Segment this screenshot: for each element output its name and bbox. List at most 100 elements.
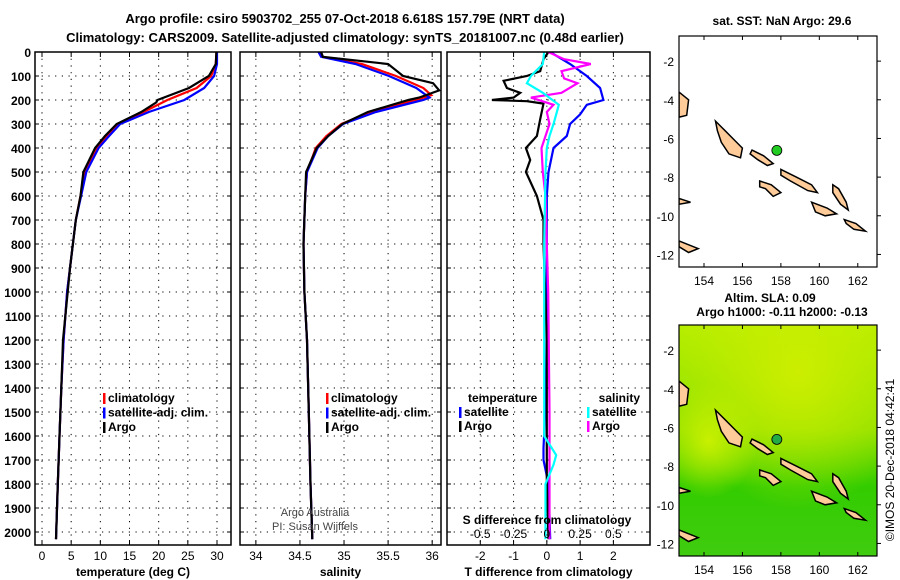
legend-swatch xyxy=(103,407,106,419)
island-land xyxy=(679,380,690,407)
island-land xyxy=(758,179,783,198)
legend-swatch xyxy=(326,407,329,419)
x-tick-label: 35 xyxy=(337,549,351,563)
lat-tick-label: -8 xyxy=(663,171,674,185)
island-land xyxy=(749,438,775,456)
series-line-t-satellite xyxy=(542,52,605,540)
series-line-climatology xyxy=(54,52,218,540)
map-frame xyxy=(678,35,878,268)
x-tick-label: 36 xyxy=(426,549,440,563)
series-line-s-satellite xyxy=(525,52,561,540)
lon-tick-label: 162 xyxy=(848,274,868,288)
y-tick-label: 400 xyxy=(11,142,31,156)
y-tick-label: 900 xyxy=(11,262,31,276)
y-tick-label: 2000 xyxy=(4,526,31,540)
figure-title-line-1: Argo profile: csiro 5903702_255 07-Oct-2… xyxy=(125,11,564,26)
x-tick-label: 5 xyxy=(68,549,75,563)
island-land xyxy=(679,91,690,118)
y-tick-label: 1900 xyxy=(4,502,31,516)
s-tick-label: 0 xyxy=(543,527,550,541)
y-tick-label: 1000 xyxy=(4,286,31,300)
island-land xyxy=(810,489,839,506)
legend-label: Argo xyxy=(592,419,620,433)
x-tick-label: 10 xyxy=(94,549,108,563)
y-tick-label: 1400 xyxy=(4,382,31,396)
map-frame xyxy=(678,324,878,557)
x-tick-label: 0 xyxy=(39,549,46,563)
s-tick-label: 0.5 xyxy=(605,527,622,541)
lon-tick-label: 154 xyxy=(694,274,714,288)
series-line-argo xyxy=(54,52,218,540)
island-land xyxy=(679,197,691,205)
island-land xyxy=(810,200,839,217)
island-land xyxy=(758,468,783,487)
x-axis-label: temperature (deg C) xyxy=(76,565,190,579)
plot-frame xyxy=(239,51,442,546)
y-tick-label: 0 xyxy=(24,46,31,60)
legend-swatch xyxy=(587,407,590,418)
lat-tick-label: -4 xyxy=(663,94,674,108)
legend-label: satellite-adj. clim. xyxy=(331,406,431,420)
series-line-satellite-adj-clim- xyxy=(302,52,432,540)
lat-tick-label: -2 xyxy=(663,55,674,69)
legend-swatch xyxy=(459,421,462,432)
series-line-climatology xyxy=(302,52,434,540)
lon-tick-label: 160 xyxy=(809,274,829,288)
y-tick-label: 1600 xyxy=(4,430,31,444)
y-tick-label: 800 xyxy=(11,238,31,252)
legend-label: satellite xyxy=(464,405,509,419)
legend-title-salinity: salinity xyxy=(599,391,641,405)
island-land xyxy=(679,486,691,494)
lat-tick-label: -6 xyxy=(663,421,674,435)
lon-tick-label: 160 xyxy=(809,563,829,577)
legend-label: climatology xyxy=(331,391,398,405)
x-tick-label: 35.5 xyxy=(376,549,400,563)
x-tick-label: 15 xyxy=(123,549,137,563)
plot-frame xyxy=(446,51,651,546)
map-sst: 154 156 158 160 162 -2 -4 -6 -8 -10 -12 xyxy=(657,35,881,288)
lat-tick-label: -12 xyxy=(657,248,675,262)
y-tick-label: 1800 xyxy=(4,478,31,492)
legend-label: Argo xyxy=(108,420,136,434)
x-tick-label: 25 xyxy=(181,549,195,563)
lon-tick-label: 156 xyxy=(732,563,752,577)
x-tick-label: 30 xyxy=(210,549,224,563)
lon-tick-label: 158 xyxy=(771,274,791,288)
series-line-t-argo xyxy=(491,52,550,540)
series-line-satellite-adj-clim- xyxy=(54,52,219,540)
island-land xyxy=(842,507,869,522)
y-tick-label: 500 xyxy=(11,166,31,180)
legend-label: climatology xyxy=(108,391,175,405)
argo-float-marker xyxy=(771,433,783,445)
x-tick-label: 2 xyxy=(610,549,617,563)
s-tick-label: -0.25 xyxy=(500,527,528,541)
s-axis-label: S difference from climatology xyxy=(463,513,632,527)
legend-swatch xyxy=(326,393,329,404)
attribution-line-2: PI: Susan Wijffels xyxy=(272,521,358,533)
y-tick-label: 300 xyxy=(11,118,31,132)
x-tick-label: 0 xyxy=(543,549,550,563)
panel-difference: -2 -1 0 1 2 T difference from climatology temp… xyxy=(446,51,651,579)
y-tick-label: 1700 xyxy=(4,454,31,468)
island-land xyxy=(714,118,744,159)
lon-tick-label: 158 xyxy=(771,563,791,577)
attribution-line-1: Argo Australia xyxy=(281,507,350,519)
y-tick-label: 1200 xyxy=(4,334,31,348)
series-line-argo xyxy=(302,52,441,540)
s-tick-label: 0.25 xyxy=(568,527,592,541)
island-land xyxy=(832,472,850,501)
island-land xyxy=(714,407,744,448)
legend-swatch xyxy=(459,407,462,418)
panel-temperature: 0 5 10 15 20 25 30 temperature (deg C) climatolo… xyxy=(34,51,232,579)
lon-tick-label: 154 xyxy=(694,563,714,577)
legend-label: Argo xyxy=(464,419,492,433)
y-tick-label: 1300 xyxy=(4,358,31,372)
y-tick-label: 700 xyxy=(11,214,31,228)
figure-title-line-2: Climatology: CARS2009. Satellite-adjuste… xyxy=(66,30,624,45)
lat-tick-label: -8 xyxy=(663,460,674,474)
legend-label: Argo xyxy=(331,420,359,434)
plot-frame xyxy=(34,51,232,546)
map-sla: 154 156 158 160 162 -2 -4 -6 -8 -10 -12 xyxy=(657,324,881,577)
lon-tick-label: 156 xyxy=(732,274,752,288)
